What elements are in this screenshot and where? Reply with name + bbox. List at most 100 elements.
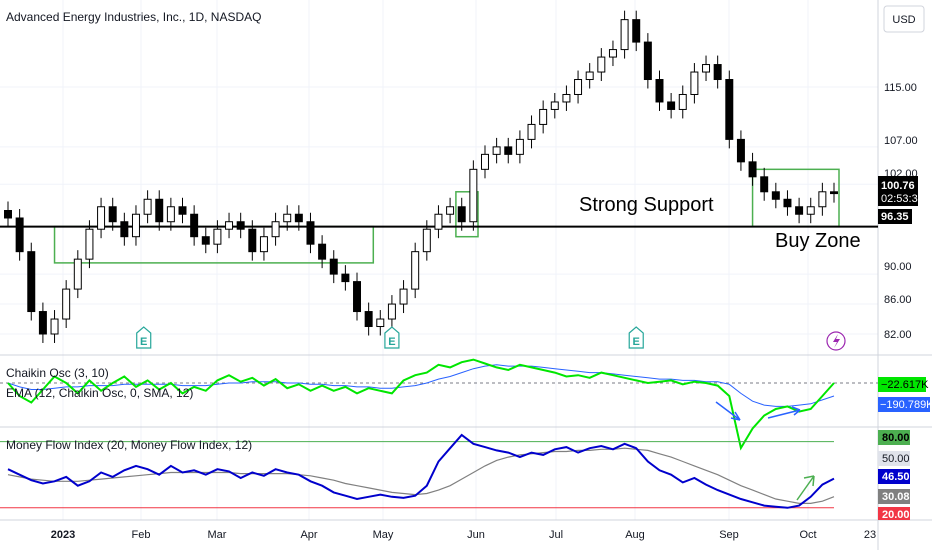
earnings-icon[interactable]: E (628, 326, 644, 349)
candle-body (504, 146, 513, 155)
mfi-mid-value: 50.00 (882, 453, 910, 465)
candle-body (364, 311, 373, 328)
candle-body (527, 123, 536, 140)
candle-body (178, 206, 187, 215)
candle-body (783, 198, 792, 208)
candle-body (760, 176, 769, 193)
chaikin-value: −22.617K (881, 379, 929, 391)
candle-body (632, 19, 641, 43)
candle-body (131, 213, 140, 238)
candle-body (236, 221, 245, 230)
candle-body (259, 236, 268, 253)
candle-body (806, 206, 815, 215)
candle-body (550, 101, 559, 110)
support-annotation[interactable]: Strong Support (579, 194, 714, 216)
candle-body (830, 191, 838, 195)
currency-label: USD (892, 14, 915, 26)
mfi-line (7, 433, 835, 509)
candle-body (515, 138, 524, 155)
time-label: Mar (208, 529, 227, 541)
candle-body (294, 213, 303, 223)
earnings-icon[interactable]: E (384, 326, 400, 349)
chaikin-ema-line (7, 364, 835, 407)
zone-box[interactable] (455, 191, 479, 238)
candle-body (574, 79, 583, 95)
price-tick: 107.00 (884, 135, 918, 147)
chaikin-osc-line (7, 358, 835, 451)
chaikin-title: Chaikin Osc (3, 10) (6, 366, 109, 380)
candle-body (62, 288, 71, 320)
time-label: Aug (625, 529, 645, 541)
candle-body (736, 138, 745, 163)
candle-body (608, 49, 617, 58)
time-label: Jul (549, 529, 563, 541)
candle-body (725, 79, 734, 140)
time-label: Jun (467, 529, 485, 541)
main-grid (0, 0, 878, 520)
candle-body (166, 206, 175, 223)
time-label: May (373, 529, 394, 541)
currency-button[interactable] (883, 5, 925, 33)
mfi-lower-value: 20.00 (882, 509, 910, 521)
candle-body (399, 288, 408, 305)
candle-body (713, 64, 722, 81)
mfi-sma-line (7, 447, 835, 504)
candle-body (15, 217, 24, 253)
chaikin-ema-title: EMA (12, Chaikin Osc, 0, SMA, 12) (6, 386, 193, 400)
mfi-axis-labels: 80.00 50.00 46.50 30.08 20.00 (878, 430, 910, 521)
candle-body (457, 206, 466, 223)
price-tick: 82.00 (884, 329, 912, 341)
candle-body (97, 206, 106, 230)
earnings-label: E (388, 336, 395, 348)
candle-body (108, 206, 117, 223)
candle-body (329, 258, 338, 275)
candle-body (702, 64, 711, 73)
mfi-sma-value: 30.08 (882, 491, 910, 503)
time-axis[interactable]: 2023 Feb Mar Apr May Jun Jul Aug Sep Oct… (51, 529, 876, 541)
time-label: Sep (719, 529, 739, 541)
candle-body (562, 93, 571, 103)
mfi-current-value: 46.50 (882, 471, 910, 483)
price-tick: 86.00 (884, 294, 912, 306)
chaikin-value-label: −22.617K (878, 377, 929, 392)
earnings-icon[interactable]: E (136, 326, 152, 349)
mfi-title: Money Flow Index (20, Money Flow Index, … (6, 438, 252, 452)
chaikin-ema-value: −190.789K (880, 399, 932, 411)
candle-body (341, 273, 350, 283)
candle-body (492, 146, 501, 155)
lightning-icon[interactable] (826, 331, 846, 351)
time-label: 2023 (51, 529, 75, 541)
candle-body (667, 101, 676, 110)
time-label: 23 (864, 529, 876, 541)
buy-zone-annotation[interactable]: Buy Zone (775, 230, 861, 252)
arrow-down-icon (715, 401, 741, 421)
mfi-upper-value: 80.00 (882, 432, 910, 444)
candle-body (38, 311, 47, 335)
candle-body (585, 71, 594, 81)
time-label: Apr (300, 529, 317, 541)
candle-body (690, 71, 699, 95)
candle-body (27, 251, 36, 313)
candle-body (155, 198, 164, 223)
candle-body (655, 79, 664, 103)
earnings-label: E (140, 336, 147, 348)
candle-body (353, 281, 362, 313)
candle-body (50, 318, 59, 335)
candle-body (771, 191, 780, 200)
candle-body (387, 303, 396, 320)
candle-body (446, 206, 455, 215)
earnings-label: E (633, 336, 640, 348)
candle-body (283, 213, 292, 223)
candle-body (480, 153, 489, 170)
time-label: Feb (132, 529, 151, 541)
support-price-value: 96.35 (881, 211, 909, 223)
candle-body (306, 221, 315, 245)
candle-body (748, 161, 757, 178)
candle-body (143, 198, 152, 215)
candle-body (318, 243, 327, 260)
candle-body (190, 213, 199, 238)
arrow-right-icon (767, 406, 801, 419)
candle-body (4, 210, 12, 219)
